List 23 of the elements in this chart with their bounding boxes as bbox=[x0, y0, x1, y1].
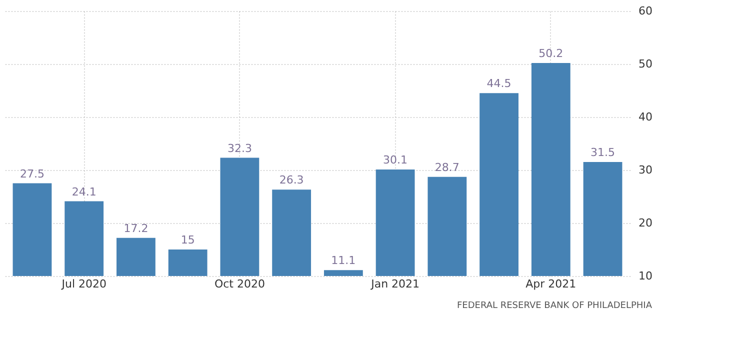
data-label: 32.3 bbox=[227, 142, 252, 155]
x-tick-label: Jul 2020 bbox=[60, 278, 106, 290]
y-tick-label: 10 bbox=[638, 270, 652, 282]
data-label: 24.1 bbox=[72, 185, 96, 198]
x-tick-label: Jan 2021 bbox=[370, 278, 420, 290]
y-tick-label: 40 bbox=[638, 110, 652, 124]
data-label: 11.1 bbox=[331, 254, 356, 268]
x-tick-label: Oct 2020 bbox=[214, 278, 265, 290]
data-label: 27.5 bbox=[20, 167, 44, 180]
data-label: 26.3 bbox=[279, 174, 304, 187]
y-tick-label: 30 bbox=[638, 164, 652, 176]
data-label: 44.5 bbox=[486, 77, 512, 90]
x-tick-label: Apr 2021 bbox=[526, 278, 576, 290]
data-label: 15 bbox=[180, 234, 195, 246]
y-tick-label: 60 bbox=[638, 4, 652, 18]
y-tick-label: 50 bbox=[638, 58, 652, 70]
data-label: 31.5 bbox=[590, 146, 616, 160]
data-label: 30.1 bbox=[383, 153, 408, 166]
y-tick-label: 20 bbox=[638, 216, 652, 230]
data-label: 17.2 bbox=[124, 222, 148, 235]
data-label: 50.2 bbox=[538, 46, 564, 60]
data-label: 28.7 bbox=[434, 160, 460, 174]
text: FEDERAL RESERVE BANK OF PHILADELPHIA bbox=[456, 301, 653, 311]
